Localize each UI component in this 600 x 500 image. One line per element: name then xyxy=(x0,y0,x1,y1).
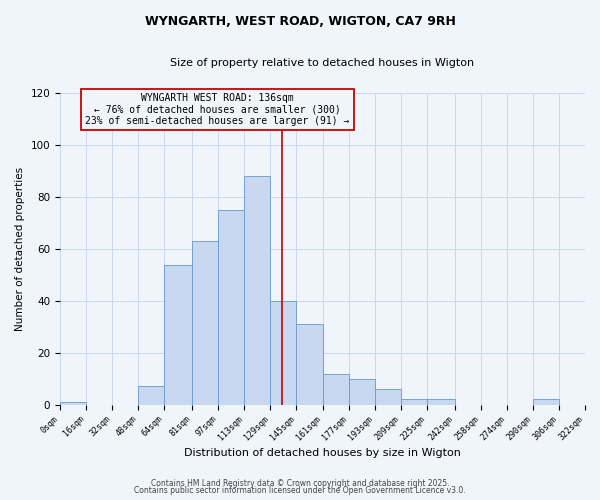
Bar xyxy=(427,400,455,404)
Text: WYNGARTH WEST ROAD: 136sqm
← 76% of detached houses are smaller (300)
23% of sem: WYNGARTH WEST ROAD: 136sqm ← 76% of deta… xyxy=(85,94,350,126)
Bar xyxy=(323,374,349,404)
X-axis label: Distribution of detached houses by size in Wigton: Distribution of detached houses by size … xyxy=(184,448,461,458)
Y-axis label: Number of detached properties: Number of detached properties xyxy=(15,167,25,331)
Bar xyxy=(192,241,218,404)
Text: Contains public sector information licensed under the Open Government Licence v3: Contains public sector information licen… xyxy=(134,486,466,495)
Bar xyxy=(349,378,374,404)
Title: Size of property relative to detached houses in Wigton: Size of property relative to detached ho… xyxy=(170,58,475,68)
Bar xyxy=(533,400,559,404)
Bar xyxy=(138,386,164,404)
Text: Contains HM Land Registry data © Crown copyright and database right 2025.: Contains HM Land Registry data © Crown c… xyxy=(151,478,449,488)
Bar xyxy=(164,264,192,404)
Bar xyxy=(218,210,244,404)
Bar xyxy=(374,389,401,404)
Bar xyxy=(271,301,296,405)
Bar xyxy=(296,324,323,404)
Bar xyxy=(60,402,86,404)
Bar xyxy=(244,176,271,404)
Bar xyxy=(401,400,427,404)
Text: WYNGARTH, WEST ROAD, WIGTON, CA7 9RH: WYNGARTH, WEST ROAD, WIGTON, CA7 9RH xyxy=(145,15,455,28)
